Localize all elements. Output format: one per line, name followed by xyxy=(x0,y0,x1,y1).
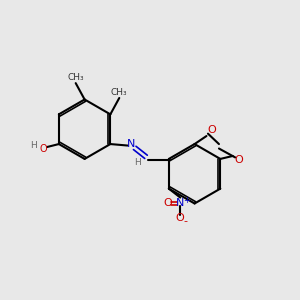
Text: O: O xyxy=(163,199,172,208)
Text: O: O xyxy=(234,155,243,165)
Text: -: - xyxy=(184,216,188,226)
Text: N: N xyxy=(127,139,135,149)
Text: H: H xyxy=(134,158,140,167)
Text: H: H xyxy=(30,141,36,150)
Text: N: N xyxy=(176,199,184,208)
Text: +: + xyxy=(184,196,190,205)
Text: CH₃: CH₃ xyxy=(111,88,128,97)
Text: CH₃: CH₃ xyxy=(68,73,84,82)
Text: O: O xyxy=(176,213,184,224)
Text: O: O xyxy=(207,125,216,135)
Text: O: O xyxy=(39,143,47,154)
